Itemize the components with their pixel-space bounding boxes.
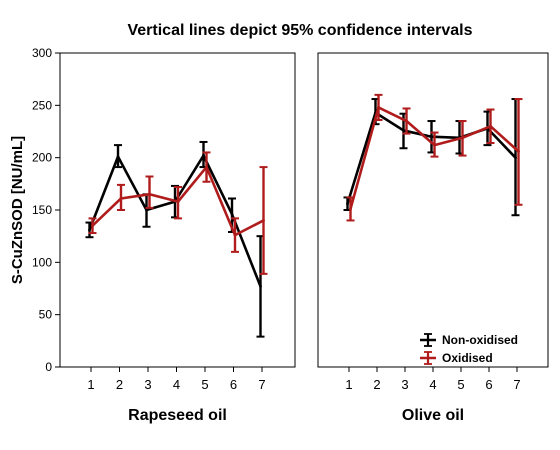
data-point	[88, 228, 91, 232]
x-tick-label: 5	[457, 377, 464, 392]
series-non-oxidised	[85, 140, 265, 338]
x-tick-label: 6	[230, 377, 237, 392]
x-tick-label: 7	[513, 377, 520, 392]
data-point	[262, 219, 265, 222]
chart-legend: Non-oxidised Oxidised	[420, 333, 518, 365]
data-point	[517, 149, 520, 153]
data-point	[402, 129, 405, 132]
data-point	[346, 202, 349, 206]
series-oxidised	[88, 151, 268, 275]
x-tick-label: 5	[201, 377, 208, 392]
x-tick-label: 2	[373, 377, 380, 392]
panels-layer: 0 50 100 150 200 250 300 1 2 3 4 5 6 7 Rapeseed oil 1 2 3…	[32, 46, 549, 424]
chart-title: Vertical lines depict 95% confidence int…	[127, 22, 472, 39]
x-axis-label: Rapeseed oil	[128, 407, 227, 424]
data-point	[259, 285, 262, 288]
data-point	[405, 119, 408, 123]
x-tick-label: 4	[173, 377, 180, 392]
x-tick-label: 2	[116, 377, 123, 392]
x-axis-label: Olive oil	[402, 407, 464, 424]
y-tick-label: 250	[32, 98, 52, 112]
data-point	[145, 208, 148, 212]
data-point	[349, 207, 352, 211]
panel-frame	[317, 52, 549, 368]
data-point	[148, 192, 151, 196]
y-tick-label: 200	[32, 151, 52, 165]
chart-panel-2: 1 2 3 4 5 6 7 Olive oil Non-oxidised Oxidised	[317, 52, 549, 424]
data-point	[377, 106, 380, 109]
y-tick-label: 50	[39, 308, 53, 322]
data-point	[233, 233, 237, 237]
y-tick-label: 100	[32, 255, 52, 269]
legend-label: Oxidised	[442, 351, 493, 365]
x-tick-label: 3	[401, 377, 408, 392]
y-tick-label: 0	[45, 360, 52, 374]
x-tick-label: 4	[429, 377, 436, 392]
data-point	[489, 124, 492, 128]
x-tick-label: 6	[485, 377, 492, 392]
data-point	[514, 156, 517, 160]
y-tick-label: 300	[32, 46, 52, 60]
x-tick-label: 1	[87, 377, 94, 392]
y-tick-label: 150	[32, 203, 52, 217]
data-point	[116, 155, 120, 159]
data-point	[205, 165, 208, 169]
data-point	[230, 212, 234, 216]
data-point	[202, 154, 205, 157]
data-point	[91, 224, 94, 228]
x-tick-label: 3	[144, 377, 151, 392]
data-point	[176, 200, 180, 204]
data-point	[430, 135, 433, 139]
x-tick-label: 7	[258, 377, 265, 392]
legend-label: Non-oxidised	[442, 333, 518, 347]
data-point	[119, 197, 123, 200]
data-point	[461, 136, 464, 140]
y-axis-label: S-CuZnSOD [NU/mL]	[9, 136, 26, 284]
x-tick-label: 1	[345, 377, 352, 392]
data-point	[433, 143, 436, 147]
series-oxidised	[346, 93, 523, 222]
chart-panel-1: 0 50 100 150 200 250 300 1 2 3 4 5 6 7 Rapeseed oil	[32, 46, 296, 424]
